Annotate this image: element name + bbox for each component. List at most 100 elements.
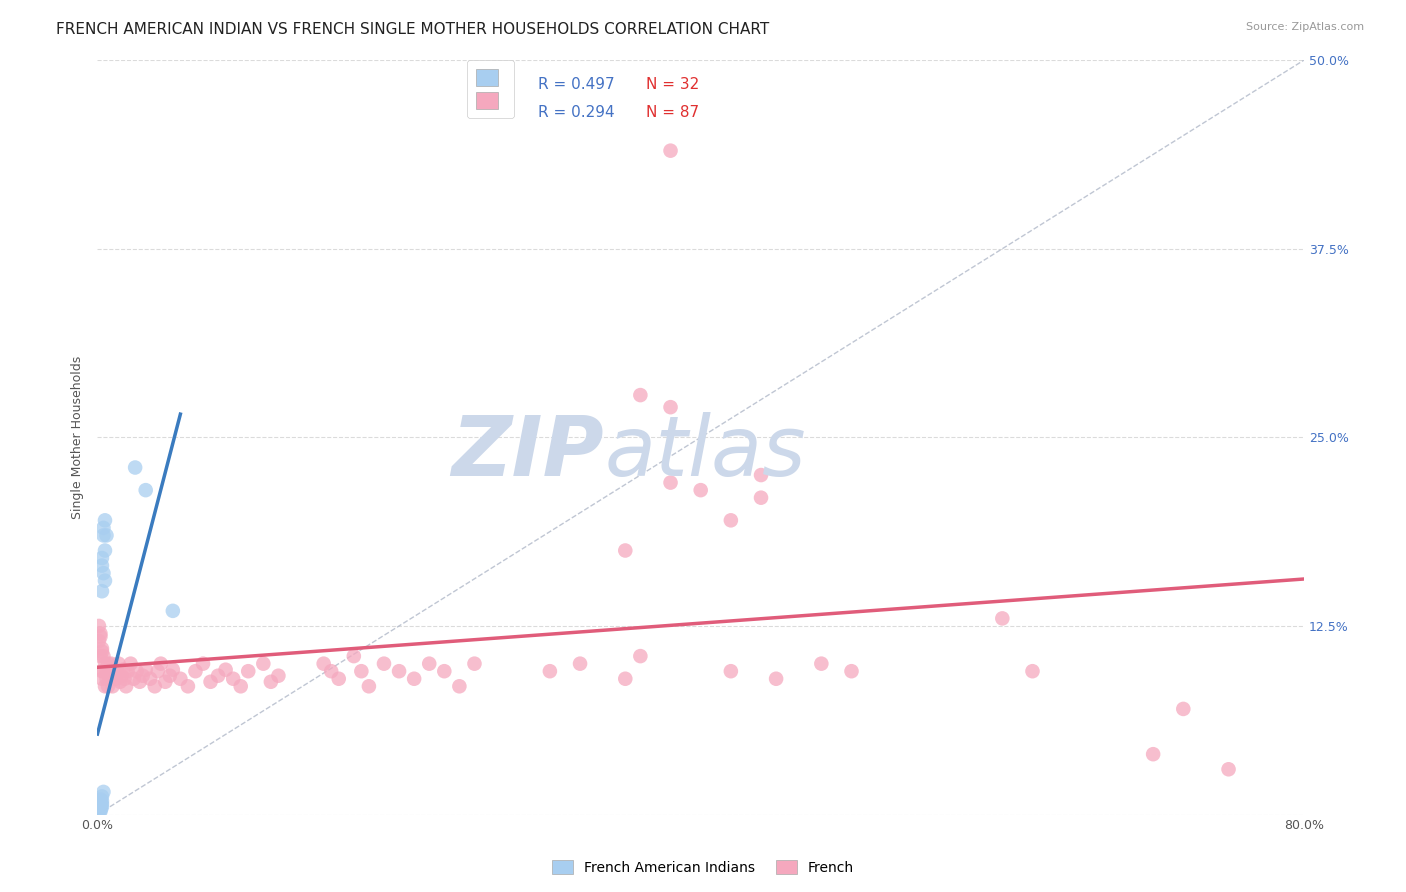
Point <box>200 674 222 689</box>
Point <box>321 664 343 678</box>
Point <box>91 551 114 566</box>
Point <box>328 672 350 686</box>
Point <box>1218 762 1240 776</box>
Point <box>177 679 200 693</box>
Point <box>87 801 110 815</box>
Point <box>101 664 124 678</box>
Point <box>252 657 274 671</box>
Point <box>659 144 682 158</box>
Point <box>749 468 772 483</box>
Point <box>91 794 114 808</box>
Point <box>120 657 142 671</box>
Point <box>628 388 651 402</box>
Point <box>229 679 252 693</box>
Legend: , : , <box>467 61 515 118</box>
Point <box>91 672 114 686</box>
Point <box>122 672 145 686</box>
Point <box>96 664 118 678</box>
Point <box>146 664 169 678</box>
Point <box>112 663 135 677</box>
Point <box>87 803 110 817</box>
Point <box>350 664 373 678</box>
Point <box>107 657 129 671</box>
Point <box>135 663 157 677</box>
Point <box>104 672 127 686</box>
Legend: French American Indians, French: French American Indians, French <box>547 855 859 880</box>
Point <box>91 558 114 573</box>
Point <box>91 800 114 814</box>
Point <box>96 528 118 542</box>
Point <box>87 805 110 819</box>
Point <box>93 664 115 678</box>
Point <box>991 611 1014 625</box>
Point <box>749 491 772 505</box>
Point <box>115 679 138 693</box>
Point <box>93 785 115 799</box>
Text: N = 87: N = 87 <box>647 105 700 120</box>
Point <box>89 803 111 817</box>
Point <box>159 669 181 683</box>
Point <box>267 669 290 683</box>
Point <box>155 674 177 689</box>
Point <box>373 657 395 671</box>
Point <box>91 644 114 658</box>
Point <box>87 797 110 811</box>
Point <box>91 797 114 811</box>
Point <box>93 566 115 581</box>
Point <box>89 649 111 664</box>
Point <box>162 663 184 677</box>
Text: atlas: atlas <box>605 412 806 493</box>
Point <box>89 798 111 813</box>
Point <box>114 672 136 686</box>
Point <box>659 475 682 490</box>
Text: ZIP: ZIP <box>451 412 605 493</box>
Point <box>110 669 132 683</box>
Point <box>143 679 166 693</box>
Point <box>659 400 682 414</box>
Point <box>569 657 592 671</box>
Point <box>1173 702 1195 716</box>
Point <box>93 521 115 535</box>
Point <box>125 664 148 678</box>
Point <box>87 800 110 814</box>
Point <box>96 672 118 686</box>
Point <box>222 672 245 686</box>
Point <box>98 672 121 686</box>
Point <box>87 634 110 648</box>
Point <box>128 674 150 689</box>
Point <box>91 584 114 599</box>
Point <box>1021 664 1043 678</box>
Point <box>97 679 120 693</box>
Point <box>94 679 117 693</box>
Point <box>89 800 111 814</box>
Point <box>538 664 561 678</box>
Point <box>614 672 637 686</box>
Point <box>100 657 122 671</box>
Point <box>404 672 426 686</box>
Point <box>94 543 117 558</box>
Point <box>89 626 111 640</box>
Point <box>124 460 146 475</box>
Point <box>139 672 162 686</box>
Point <box>260 674 283 689</box>
Point <box>628 649 651 664</box>
Point <box>463 657 485 671</box>
Point <box>117 664 139 678</box>
Point <box>94 657 117 671</box>
Point <box>135 483 157 497</box>
Point <box>91 789 114 804</box>
Point <box>93 649 115 664</box>
Point <box>131 669 153 683</box>
Point <box>433 664 456 678</box>
Point <box>312 657 335 671</box>
Point <box>343 649 366 664</box>
Point <box>841 664 863 678</box>
Point <box>97 657 120 671</box>
Point <box>93 528 115 542</box>
Point <box>89 805 111 819</box>
Text: N = 32: N = 32 <box>647 77 700 92</box>
Point <box>689 483 711 497</box>
Text: R = 0.497: R = 0.497 <box>538 77 614 92</box>
Point <box>169 672 191 686</box>
Point <box>94 574 117 588</box>
